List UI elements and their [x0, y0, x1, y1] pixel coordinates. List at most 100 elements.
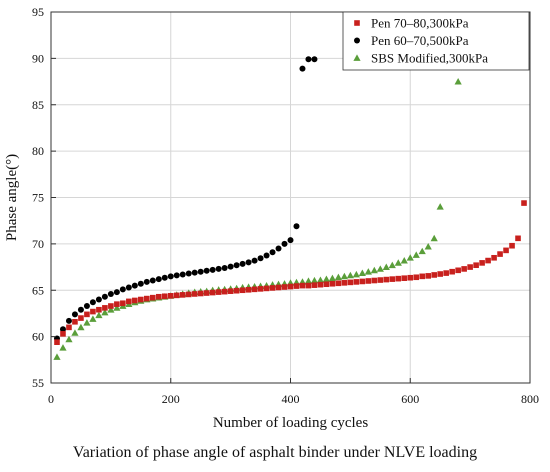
data-point-circle [251, 257, 258, 264]
data-point-square [203, 290, 210, 296]
data-point-triangle [454, 77, 462, 85]
legend: Pen 70–80,300kPa Pen 60–70,500kPa SBS Modi… [342, 11, 530, 71]
legend-marker-circle [354, 37, 360, 44]
data-point-square [191, 291, 198, 297]
data-point-square [491, 254, 497, 261]
data-point-square [323, 281, 330, 288]
data-point-square [227, 288, 234, 294]
figure-caption: Variation of phase angle of asphalt bind… [73, 444, 477, 461]
data-point-circle [179, 271, 186, 278]
data-point-square [72, 318, 78, 325]
data-point-circle [293, 223, 300, 230]
data-point-circle [77, 306, 84, 313]
data-point-circle [269, 249, 276, 256]
data-point-square [431, 272, 437, 278]
legend-marker-triangle [353, 54, 361, 61]
data-point-triangle [406, 254, 414, 261]
data-point-square [473, 262, 479, 269]
data-point-square [341, 280, 348, 286]
data-point-circle [287, 237, 294, 244]
data-point-circle [155, 276, 162, 283]
x-tick-label: 400 [282, 392, 300, 406]
data-point-circle [257, 255, 264, 262]
data-point-circle [215, 265, 222, 272]
data-point-square [503, 247, 509, 254]
data-point-circle [299, 65, 306, 72]
data-point-triangle [400, 256, 408, 264]
data-point-square [401, 275, 408, 281]
data-point-square [126, 298, 132, 305]
y-tick-label: 90 [32, 51, 44, 65]
data-point-square [96, 306, 102, 313]
y-tick-label: 80 [32, 144, 44, 158]
data-point-square [161, 293, 168, 300]
data-point-square [509, 242, 515, 249]
data-point-square [329, 280, 336, 287]
data-point-circle [239, 260, 246, 267]
data-point-square [335, 280, 342, 287]
data-point-triangle [418, 247, 426, 255]
data-point-square [461, 266, 467, 272]
data-point-circle [221, 264, 228, 271]
data-point-circle [113, 289, 120, 296]
data-point-circle [263, 252, 270, 259]
data-point-circle [173, 272, 180, 279]
data-point-square [149, 294, 156, 301]
data-point-square [269, 285, 276, 291]
data-point-square [245, 286, 252, 293]
data-point-triangle [394, 259, 402, 266]
data-point-circle [125, 284, 132, 291]
legend-box [342, 11, 530, 71]
data-point-square [515, 235, 521, 242]
data-point-square [407, 274, 414, 281]
x-tick-label: 800 [521, 392, 539, 406]
data-point-circle [95, 296, 102, 303]
data-point-circle [161, 274, 168, 281]
data-point-triangle [113, 304, 121, 311]
data-point-square [437, 271, 443, 277]
x-tick-label: 600 [401, 392, 419, 406]
data-point-circle [245, 259, 252, 266]
data-point-square [84, 311, 90, 318]
data-point-circle [233, 262, 240, 269]
data-point-square [102, 305, 108, 311]
data-point-square [497, 251, 503, 257]
data-point-circle [119, 286, 126, 293]
data-point-square [479, 260, 485, 266]
data-point-circle [83, 303, 90, 310]
data-point-triangle [59, 344, 67, 351]
data-point-square [383, 276, 390, 283]
data-point-square [54, 339, 60, 345]
data-point-square [257, 286, 264, 292]
data-point-triangle [352, 270, 360, 278]
data-point-circle [191, 269, 198, 276]
data-point-square [467, 264, 473, 270]
data-point-square [293, 283, 300, 289]
data-point-triangle [304, 277, 313, 284]
data-point-square [371, 277, 378, 284]
data-point-square [263, 285, 270, 292]
data-point-circle [281, 240, 288, 247]
data-point-square [287, 283, 294, 290]
data-point-triangle [65, 335, 73, 343]
y-tick-label: 55 [32, 376, 44, 390]
data-point-circle [65, 317, 72, 324]
data-point-square [275, 284, 282, 291]
data-point-circle [143, 278, 150, 285]
data-point-triangle [95, 311, 103, 319]
y-tick-label: 65 [32, 283, 44, 297]
data-point-square [155, 293, 162, 300]
data-point-square [173, 292, 180, 299]
data-point-triangle [322, 275, 331, 282]
data-point-square [425, 273, 432, 279]
y-tick-label: 75 [32, 191, 44, 205]
data-point-square [66, 324, 72, 331]
data-point-circle [101, 293, 108, 300]
data-point-square [215, 289, 222, 295]
y-tick-label: 95 [32, 5, 44, 19]
data-point-square [365, 278, 372, 284]
data-point-square [395, 275, 402, 282]
data-point-circle [305, 56, 312, 63]
